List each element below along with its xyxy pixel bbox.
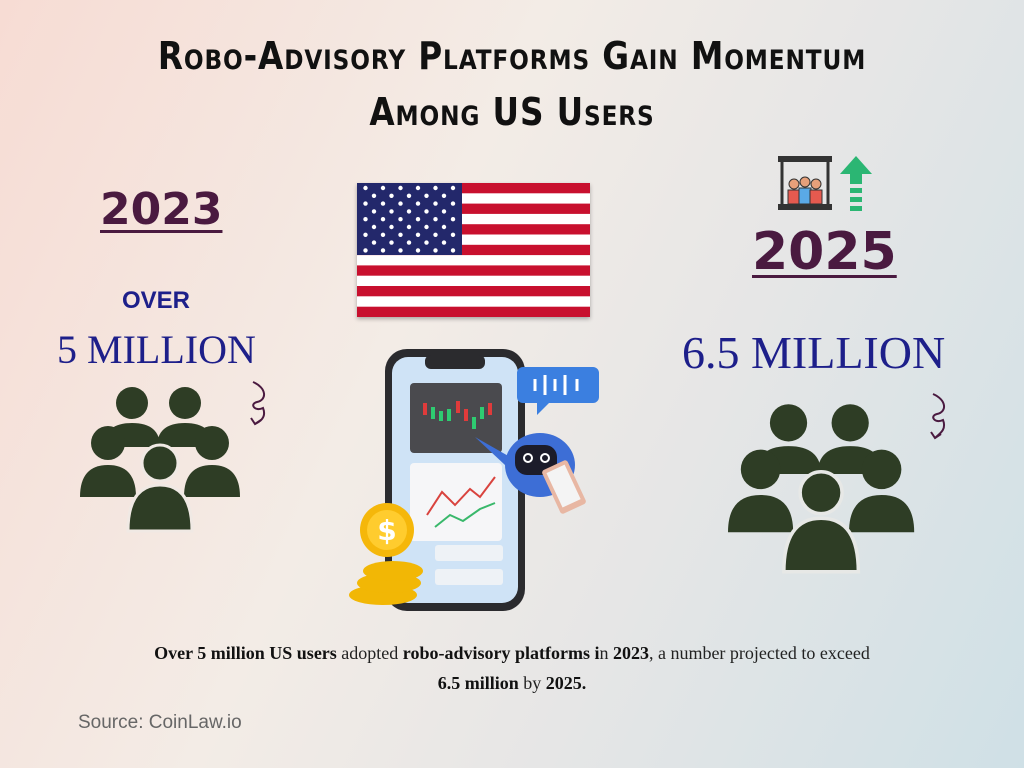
over-label: OVER (122, 287, 191, 314)
caption-bold: 6.5 million (437, 673, 519, 693)
people-group-icon (728, 404, 915, 574)
curly-arrow-icon (250, 381, 265, 426)
audience-growth-icon (778, 156, 872, 211)
page-title: Robo-Advisory Platforms Gain Momentum Am… (157, 34, 867, 134)
caption-bold: 2023 (612, 643, 649, 663)
caption-bold: Over 5 million US users (154, 643, 337, 663)
phone-robo-advisor-illustration: $ (349, 349, 599, 611)
source-credit: Source: CoinLaw.io (78, 712, 242, 733)
caption-text: adopted (336, 643, 403, 663)
year-2025: 2025 (752, 222, 897, 282)
summary-caption: Over 5 million US users adopted robo-adv… (60, 638, 964, 698)
caption-bold: 2025. (545, 673, 587, 693)
curly-arrow-icon (930, 393, 945, 440)
value-2023: 5 MILLION (57, 327, 256, 372)
svg-text:$: $ (377, 514, 396, 547)
caption-text: , a number projected to exceed (648, 643, 870, 663)
us-flag (357, 183, 590, 317)
caption-bold: robo-advisory platforms i (402, 643, 600, 663)
people-group-icon (80, 387, 240, 533)
value-2025: 6.5 MILLION (682, 327, 946, 378)
caption-text: by (518, 673, 546, 693)
caption-text: n (599, 643, 613, 663)
year-2023: 2023 (100, 184, 223, 235)
